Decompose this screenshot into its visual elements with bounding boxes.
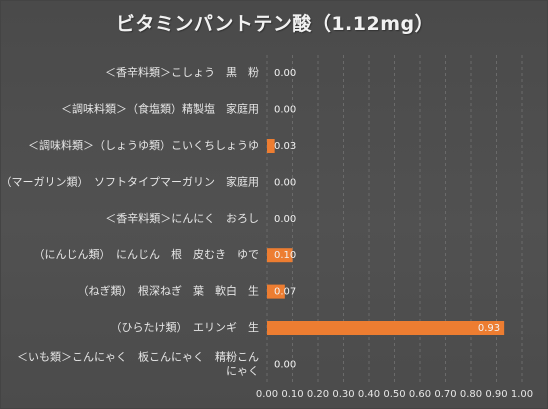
x-tick-label: 0.00 — [256, 389, 278, 400]
bar — [267, 139, 275, 153]
category-label-line: ＜いも類＞こんにゃく 板こんにゃく 精粉こん — [17, 349, 259, 363]
data-label: 0.00 — [274, 214, 296, 225]
x-tick-label: 0.70 — [434, 389, 456, 400]
category-label-line: にゃく — [226, 364, 259, 377]
category-label: ＜調味料類＞（食塩類）精製塩 家庭用 — [61, 102, 259, 116]
category-label: （にんじん類） にんじん 根 皮むき ゆで — [34, 247, 260, 261]
x-tick-label: 0.30 — [332, 389, 354, 400]
bar — [267, 321, 505, 335]
data-label: 0.00 — [274, 68, 296, 79]
data-label: 0.07 — [274, 287, 296, 298]
category-label: ＜いも類＞こんにゃく 板こんにゃく 精粉こんにゃく — [17, 349, 259, 377]
category-label: （ひらたけ類） エリンギ 生 — [111, 320, 260, 334]
x-tick-label: 0.40 — [358, 389, 380, 400]
category-label: ＜香辛料類＞こしょう 黒 粉 — [105, 65, 259, 79]
bar — [267, 248, 293, 263]
category-label: （ねぎ類） 根深ねぎ 葉 軟白 生 — [78, 284, 260, 298]
category-label: ＜調味料類＞（しょうゆ類）こいくちしょうゆ — [28, 138, 259, 152]
category-label: （マーガリン類） ソフトタイプマーガリン 家庭用 — [1, 174, 259, 188]
category-label: ＜香辛料類＞にんにく おろし — [105, 211, 259, 225]
x-tick-label: 0.60 — [409, 389, 431, 400]
data-label: 0.00 — [274, 105, 296, 116]
x-tick-label: 0.90 — [485, 389, 507, 400]
x-tick-label: 0.10 — [281, 389, 303, 400]
data-label: 0.00 — [274, 177, 296, 188]
data-label: 0.93 — [478, 323, 500, 334]
x-tick-label: 0.20 — [307, 389, 329, 400]
bar — [267, 284, 285, 299]
data-label: 0.00 — [274, 359, 296, 370]
data-label: 0.10 — [274, 250, 296, 261]
data-label: 0.03 — [274, 141, 296, 152]
x-tick-label: 0.80 — [460, 389, 482, 400]
x-tick-label: 0.50 — [383, 389, 405, 400]
chart-title: ビタミンパントテン酸（1.12mg） — [115, 13, 435, 35]
x-tick-label: 1.00 — [511, 389, 533, 400]
